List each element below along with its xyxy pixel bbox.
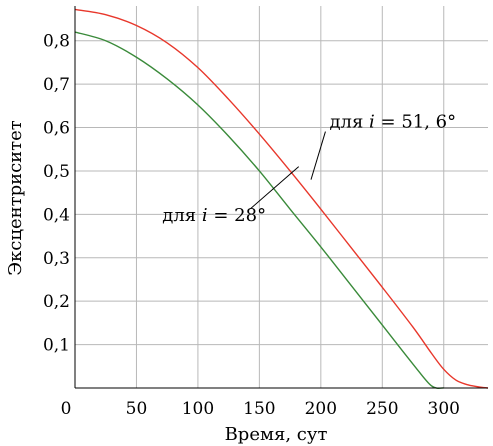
y-tick-label-1: 0,2 xyxy=(43,292,70,312)
series-line-1 xyxy=(74,31,444,389)
annotation-red: для i = 51, 6° xyxy=(329,112,456,133)
x-tick-labels: 0 50 100 150 200 250 300 xyxy=(61,399,460,419)
y-axis-label: Эксцентриситет xyxy=(5,120,26,275)
x-axis-label: Время, сут xyxy=(225,424,328,445)
y-tick-label-0: 0,1 xyxy=(43,336,70,356)
y-tick-label-6: 0,7 xyxy=(43,75,70,95)
axes xyxy=(74,6,488,389)
y-tick-label-5: 0,6 xyxy=(43,119,70,139)
series-lines xyxy=(74,8,489,389)
annotation-green: для i = 28° xyxy=(162,205,266,226)
x-tick-label-1: 50 xyxy=(126,399,148,419)
x-tick-label-0: 0 xyxy=(61,399,72,419)
annotation-leader-green xyxy=(249,166,300,210)
annotations: для i = 51, 6° для i = 28° xyxy=(162,112,456,226)
y-tick-label-2: 0,3 xyxy=(43,249,70,269)
series-line-0 xyxy=(74,8,489,389)
grid xyxy=(75,6,488,388)
y-tick-label-4: 0,5 xyxy=(43,162,70,182)
x-tick-label-3: 150 xyxy=(243,399,275,419)
y-tick-labels: 0,1 0,2 0,3 0,4 0,5 0,6 0,7 0,8 xyxy=(43,32,70,356)
x-tick-label-4: 200 xyxy=(305,399,337,419)
x-tick-label-2: 100 xyxy=(182,399,214,419)
x-tick-label-6: 300 xyxy=(428,399,460,419)
x-tick-label-5: 250 xyxy=(366,399,398,419)
y-tick-label-3: 0,4 xyxy=(43,205,70,225)
annotation-leader-red xyxy=(310,131,326,180)
y-tick-label-7: 0,8 xyxy=(43,32,70,52)
